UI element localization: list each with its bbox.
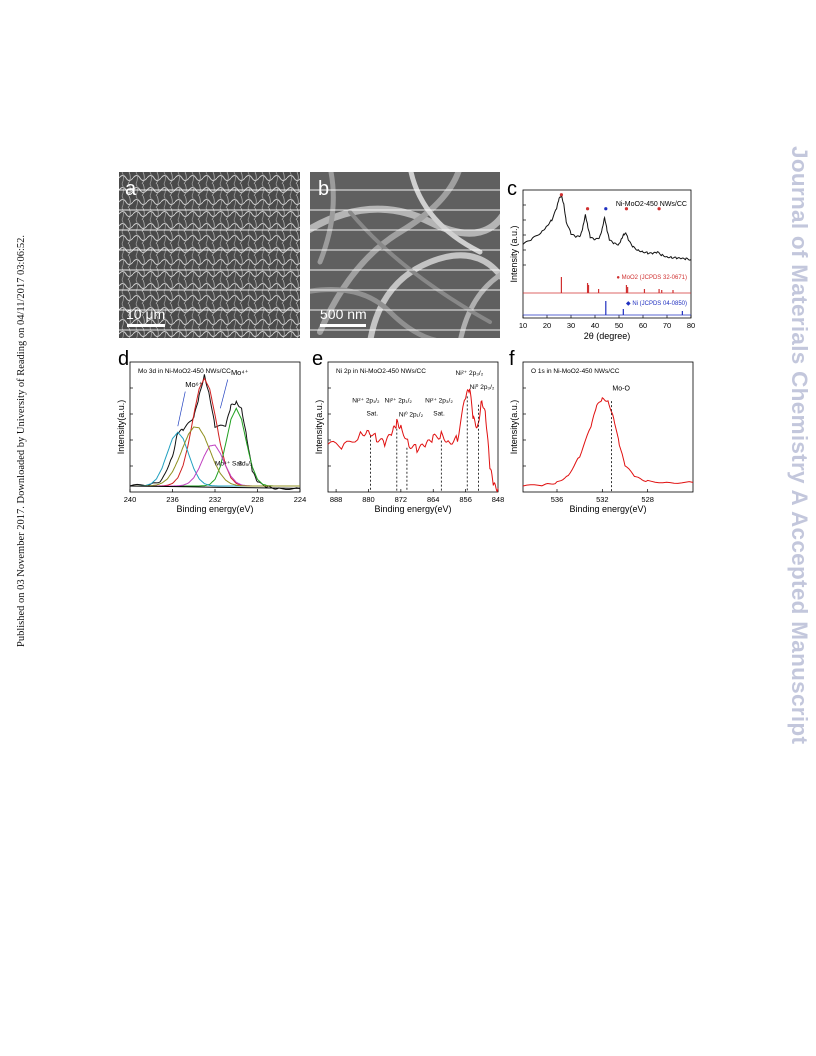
x-tick-label: 20 <box>543 321 551 330</box>
x-tick-label: 232 <box>209 495 222 504</box>
sem-texture-a <box>119 172 300 338</box>
label-ni2-2p32: Ni²⁺ 2p₃/₂ <box>425 397 453 404</box>
chart-title: Mo 3d in Ni-MoO2-450 NWs/CC <box>138 368 231 375</box>
x-axis-label: Binding energy(eV) <box>176 504 253 514</box>
label-ni2-2p32-b: Ni²⁺ 2p₃/₂ <box>456 370 484 377</box>
sem-texture-b <box>310 172 500 338</box>
x-tick-label: 80 <box>687 321 695 330</box>
plot-frame <box>522 189 692 319</box>
peak-marker <box>624 207 629 211</box>
panel-b: b 500 nm <box>310 172 500 338</box>
label-mo-o: Mo-O <box>612 385 630 392</box>
panel-letter-e: e <box>312 348 324 370</box>
y-axis-label: Intensity (a.u.) <box>509 225 519 282</box>
x-axis-label: Binding energy(eV) <box>374 504 451 514</box>
mo3d-experimental-line <box>129 374 301 490</box>
sem-image-a: a 10 μm <box>119 172 300 338</box>
label-sat-1: Sat. <box>366 410 378 417</box>
ni-ref-label: ◆ Ni (JCPDS 04-0850) <box>626 301 687 307</box>
label-mo6: Mo⁶⁺ <box>185 380 203 389</box>
x-tick-label: 848 <box>492 495 505 504</box>
x-axis-label: 2θ (degree) <box>584 331 631 341</box>
x-tick-label: 856 <box>459 495 472 504</box>
label-ni2-2p12: Ni²⁺ 2p₁/₂ <box>352 397 380 404</box>
label-sat-2: Sat. <box>433 410 445 417</box>
y-axis-label: Intensity(a.u.) <box>116 400 126 455</box>
panel-letter-b: b <box>318 178 330 200</box>
plot-frame <box>522 361 694 493</box>
panel-a: a 10 μm <box>119 172 300 338</box>
x-tick-label: 240 <box>124 495 137 504</box>
peak-marker <box>559 193 563 197</box>
x-tick-label: 536 <box>551 495 564 504</box>
chart-title: O 1s in Ni-MoO2-450 NWs/CC <box>531 368 620 375</box>
peak-marker <box>604 207 608 211</box>
x-tick-label: 40 <box>591 321 599 330</box>
sem-image-b: b 500 nm <box>310 172 500 338</box>
x-tick-label: 528 <box>641 495 654 504</box>
fit-cyan <box>130 431 300 487</box>
fit-olive <box>130 426 300 487</box>
watermark: Journal of Materials Chemistry A Accepte… <box>776 0 816 1056</box>
panel-e: e 888 880 872 864 856 848 Binding energy(eV) In… <box>310 348 510 515</box>
panel-letter-f: f <box>509 348 515 370</box>
xrd-chart: 10 20 30 40 50 60 70 80 2θ (degree) Intensity (a.… <box>509 189 695 341</box>
y-axis-label: Intensity(a.u.) <box>314 400 324 455</box>
x-tick-label: 30 <box>567 321 575 330</box>
side-citation: Published on 03 November 2017. Downloade… <box>4 0 27 1056</box>
x-tick-label: 228 <box>251 495 264 504</box>
fit-green <box>130 407 300 487</box>
moo2-ref-label: ● MoO2 (JCPDS 32-0671) <box>616 275 687 281</box>
x-tick-label: 532 <box>596 495 609 504</box>
scale-bar-label-b: 500 nm <box>320 306 367 322</box>
x-tick-label: 236 <box>166 495 179 504</box>
watermark-text: Journal of Materials Chemistry A Accepte… <box>787 146 812 745</box>
chart-title: Ni 2p in Ni-MoO2-450 NWs/CC <box>336 368 426 375</box>
label-ni0-2p12: Ni⁰ 2p₁/₂ <box>399 411 424 419</box>
pointer-mo6 <box>177 391 186 427</box>
citation-text: Published on 03 November 2017. Downloade… <box>16 235 27 647</box>
chart-title: Ni-MoO2-450 NWs/CC <box>616 201 687 208</box>
xrd-pattern-line <box>522 194 692 261</box>
panel-letter-a: a <box>125 178 137 200</box>
pointer-mo4 <box>219 379 229 409</box>
x-tick-label: 224 <box>294 495 307 504</box>
label-mo4: Mo⁴⁺ <box>231 368 249 377</box>
scale-bar-label-a: 10 μm <box>126 306 166 322</box>
ni2p-spectrum-line <box>327 388 499 493</box>
panel-c: c 10 20 30 40 50 60 70 80 2θ (degree) Intensity (… <box>505 172 710 342</box>
fit-red <box>130 377 300 487</box>
mo3d-chart: 240 236 232 228 224 Binding energy(eV) Intensi… <box>116 361 307 514</box>
y-axis-label: Intensity(a.u.) <box>509 400 519 455</box>
label-ni0-2p32: Ni⁰ 2p₃/₂ <box>470 383 495 391</box>
x-tick-label: 10 <box>519 321 527 330</box>
panel-f: f 536 532 528 Binding energy(eV) Intensity(a… <box>505 348 705 515</box>
x-tick-label: 888 <box>330 495 343 504</box>
label-3d52: 3d₅/₂ <box>238 461 253 468</box>
label-ni2-2p12-b: Ni²⁺ 2p₁/₂ <box>385 397 413 404</box>
panel-letter-c: c <box>507 178 517 200</box>
plot-frame <box>327 361 499 493</box>
panel-d: d 240 236 232 228 224 Binding energy(eV) Inten… <box>112 348 312 515</box>
ni2p-chart: 888 880 872 864 856 848 Binding energy(eV) Inte… <box>314 361 505 514</box>
x-tick-label: 70 <box>663 321 671 330</box>
peak-marker <box>657 207 661 211</box>
label-sat: Mo⁴⁺ Sat. <box>215 461 244 468</box>
x-tick-label: 50 <box>615 321 623 330</box>
x-axis-label: Binding energy(eV) <box>569 504 646 514</box>
x-tick-label: 60 <box>639 321 647 330</box>
x-tick-label: 880 <box>362 495 375 504</box>
peak-marker <box>585 207 590 211</box>
panel-letter-d: d <box>118 348 130 370</box>
x-tick-label: 864 <box>427 495 440 504</box>
baseline-black <box>129 485 301 489</box>
o1s-spectrum-line <box>522 396 694 487</box>
x-tick-label: 872 <box>395 495 408 504</box>
